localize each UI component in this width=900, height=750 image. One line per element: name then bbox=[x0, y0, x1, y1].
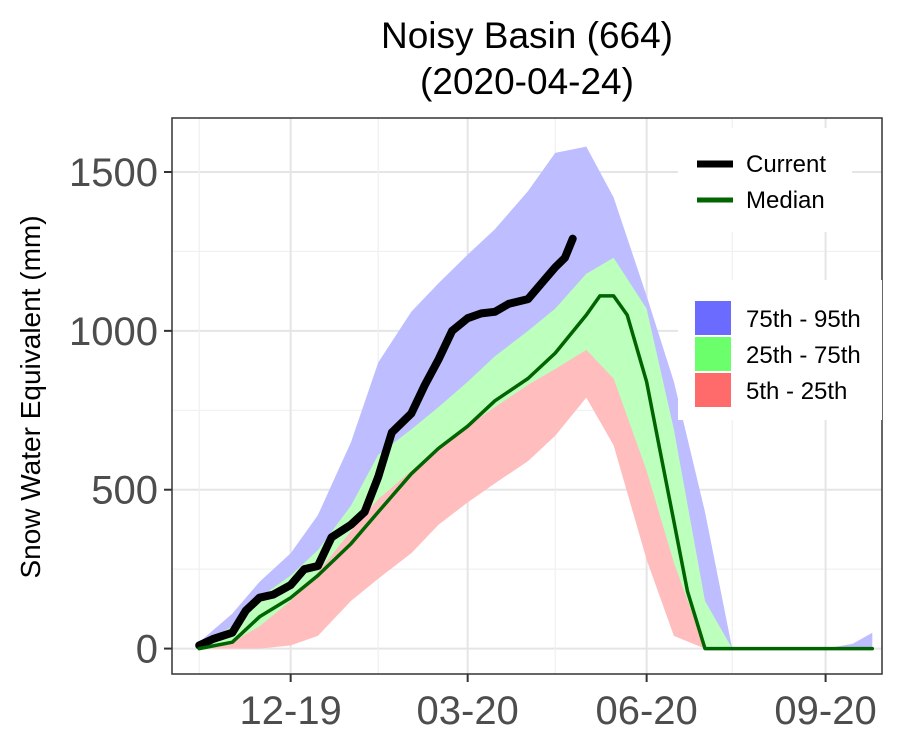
chart-title: Noisy Basin (664) bbox=[381, 15, 673, 56]
legend-lines-background bbox=[678, 128, 852, 232]
series-line-median bbox=[197, 294, 875, 651]
legend-label-current: Current bbox=[746, 151, 826, 178]
legend-swatch bbox=[695, 373, 731, 407]
x-tick-label: 03-20 bbox=[417, 689, 519, 733]
y-tick-label: 1500 bbox=[69, 151, 158, 195]
y-tick-label: 0 bbox=[136, 628, 158, 672]
legend-swatch bbox=[695, 301, 731, 335]
legend-label-band: 5th - 25th bbox=[746, 378, 847, 405]
legend-bands: 75th - 95th 25th - 75th 5th - 25th bbox=[678, 280, 882, 420]
y-axis-label: Snow Water Equivalent (mm) bbox=[15, 215, 46, 578]
chart-subtitle: (2020-04-24) bbox=[420, 61, 634, 102]
legend-swatch bbox=[695, 337, 731, 371]
legend-label-band: 25th - 75th bbox=[746, 342, 861, 369]
band-75th-95th bbox=[199, 146, 873, 649]
legend-label-band: 75th - 95th bbox=[746, 306, 861, 333]
legend-lines: Current Median bbox=[678, 128, 852, 232]
y-tick-label: 1000 bbox=[69, 310, 158, 354]
band-5th-25th bbox=[199, 349, 705, 649]
legend-label-median: Median bbox=[746, 187, 825, 214]
x-tick-label: 09-20 bbox=[774, 689, 876, 733]
x-tick-label: 06-20 bbox=[595, 689, 697, 733]
y-tick-label: 500 bbox=[91, 469, 158, 513]
x-tick-label: 12-19 bbox=[240, 689, 342, 733]
series-line-current bbox=[195, 234, 577, 650]
